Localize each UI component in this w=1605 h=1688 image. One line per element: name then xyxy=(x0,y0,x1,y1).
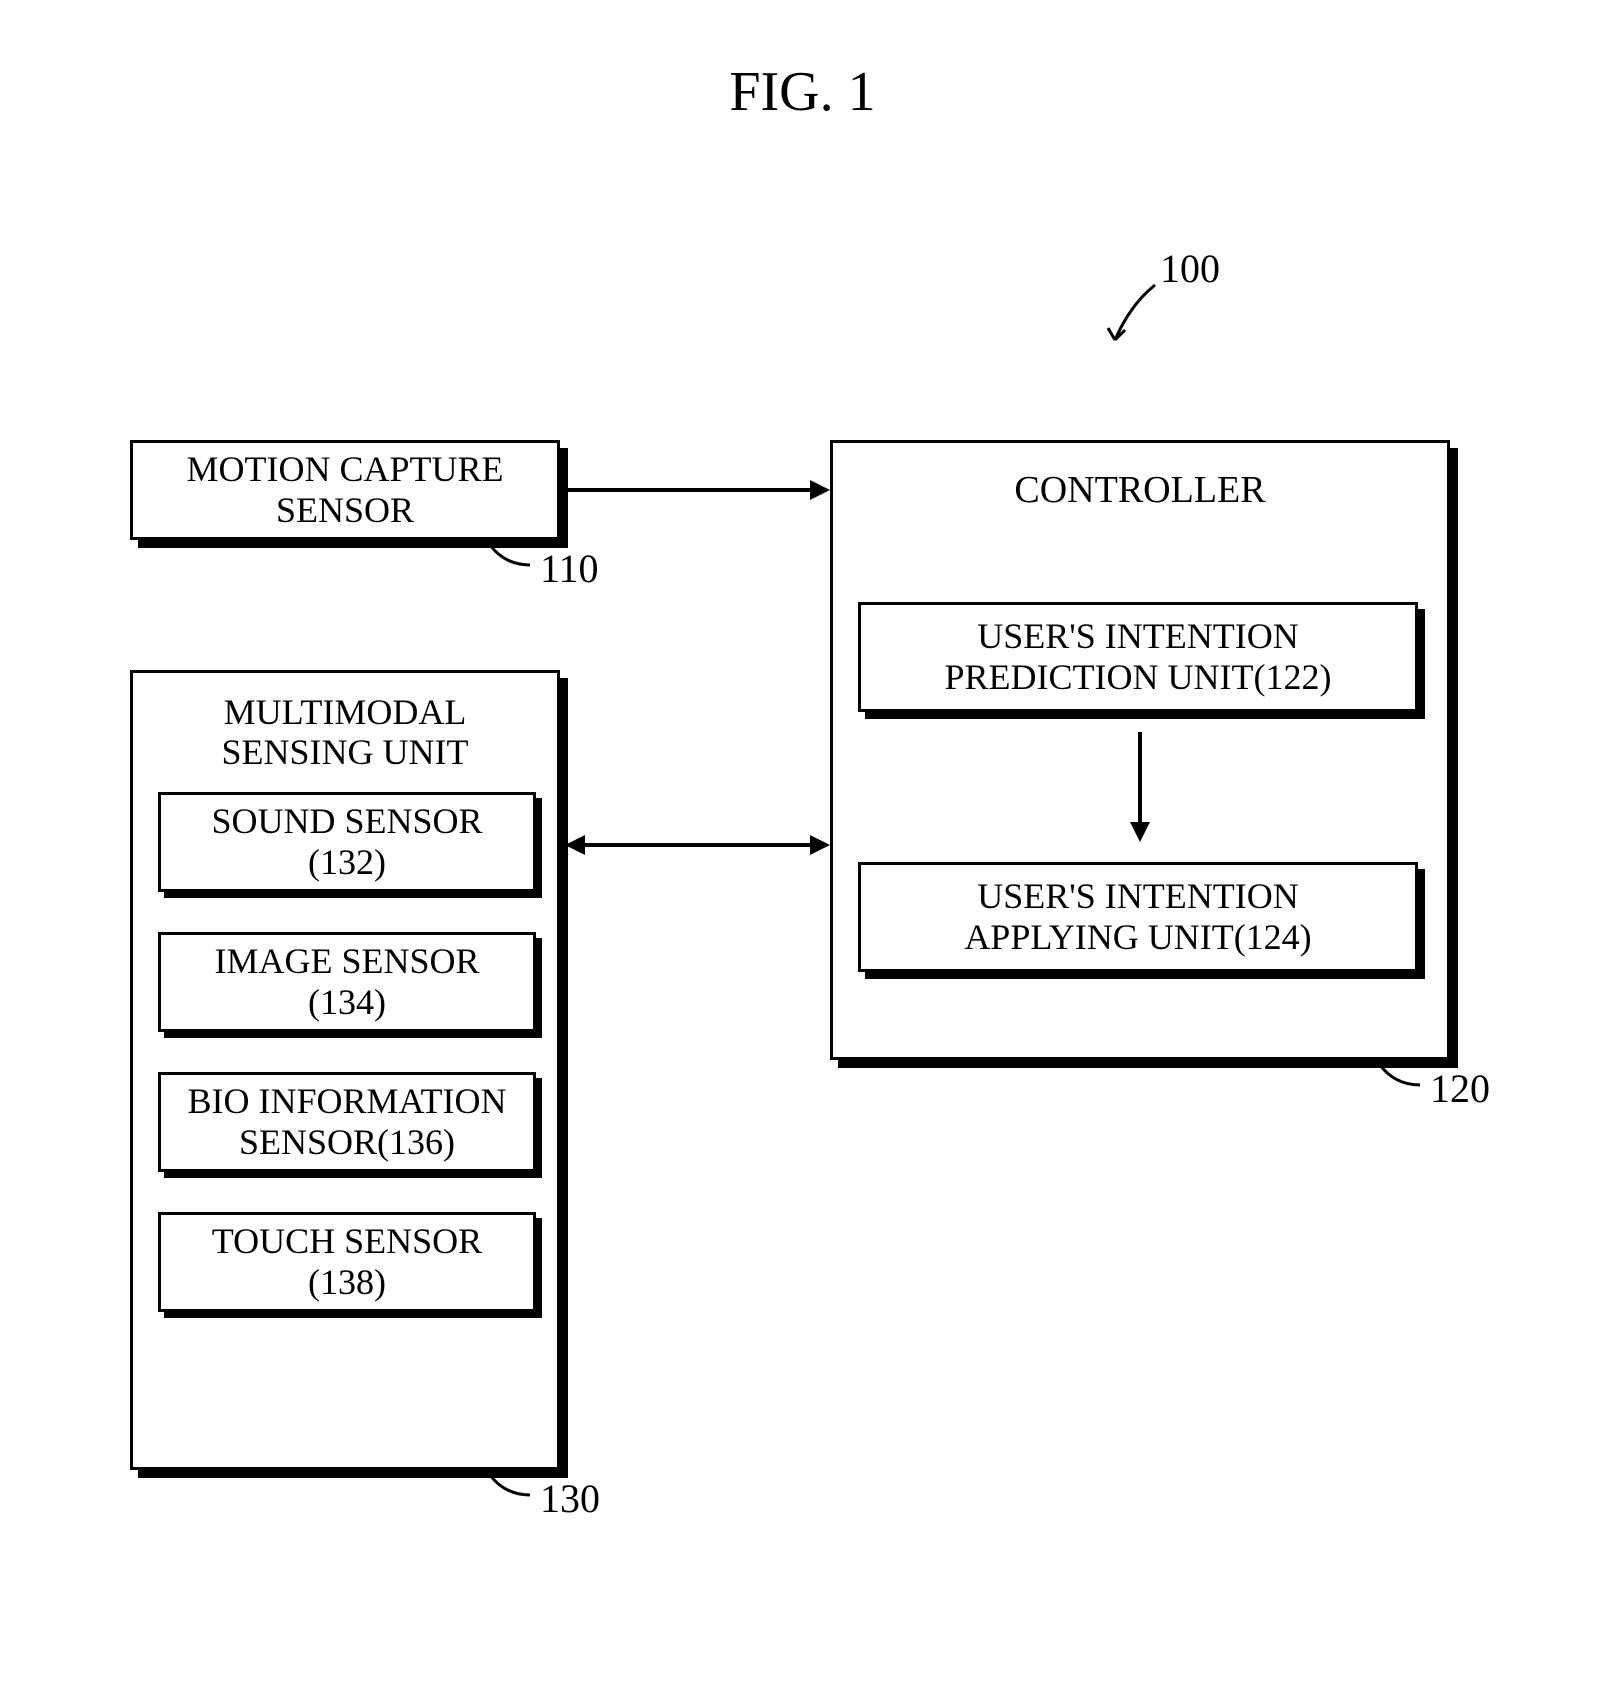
ref-100-leader xyxy=(1100,280,1170,350)
touch-line1: TOUCH SENSOR xyxy=(212,1221,482,1261)
ref-120-tick xyxy=(1375,1060,1435,1100)
ref-130-label: 130 xyxy=(540,1475,600,1522)
prediction-unit-wrap: USER'S INTENTION PREDICTION UNIT(122) xyxy=(858,602,1422,712)
diagram-container: MOTION CAPTURE SENSOR 110 MULTIMODAL SEN… xyxy=(130,440,1480,1540)
image-line2: (134) xyxy=(308,982,386,1022)
touch-sensor-box: TOUCH SENSOR (138) xyxy=(158,1212,536,1312)
arrow-multimodal-controller xyxy=(565,830,830,860)
touch-sensor-wrap: TOUCH SENSOR (138) xyxy=(158,1212,532,1312)
figure-title: FIG. 1 xyxy=(729,60,875,124)
multimodal-sensing-unit-box: MULTIMODAL SENSING UNIT SOUND SENSOR (13… xyxy=(130,670,560,1470)
prediction-line2: PREDICTION UNIT(122) xyxy=(945,657,1332,697)
arrow-motion-to-controller xyxy=(565,475,830,505)
motion-sensor-label: MOTION CAPTURE SENSOR xyxy=(133,449,557,532)
controller-box: CONTROLLER USER'S INTENTION PREDICTION U… xyxy=(830,440,1450,1060)
ref-120-label: 120 xyxy=(1430,1065,1490,1112)
arrow-prediction-to-applying xyxy=(1125,732,1155,842)
bio-line2: SENSOR(136) xyxy=(239,1122,455,1162)
ref-110-label: 110 xyxy=(540,545,599,592)
motion-line2: SENSOR xyxy=(276,490,414,530)
multimodal-title: MULTIMODAL SENSING UNIT xyxy=(158,693,532,772)
sound-sensor-box: SOUND SENSOR (132) xyxy=(158,792,536,892)
applying-line1: USER'S INTENTION xyxy=(977,876,1298,916)
motion-capture-sensor-box: MOTION CAPTURE SENSOR xyxy=(130,440,560,540)
prediction-line1: USER'S INTENTION xyxy=(977,616,1298,656)
multimodal-title-line1: MULTIMODAL xyxy=(224,692,467,732)
bio-sensor-wrap: BIO INFORMATION SENSOR(136) xyxy=(158,1072,532,1172)
image-line1: IMAGE SENSOR xyxy=(214,941,479,981)
controller-title: CONTROLLER xyxy=(858,468,1422,512)
multimodal-title-line2: SENSING UNIT xyxy=(222,732,469,772)
ref-130-tick xyxy=(485,1470,545,1510)
applying-unit-wrap: USER'S INTENTION APPLYING UNIT(124) xyxy=(858,862,1422,972)
touch-line2: (138) xyxy=(308,1262,386,1302)
sound-line1: SOUND SENSOR xyxy=(211,801,482,841)
applying-line2: APPLYING UNIT(124) xyxy=(964,917,1311,957)
prediction-unit-box: USER'S INTENTION PREDICTION UNIT(122) xyxy=(858,602,1418,712)
applying-unit-box: USER'S INTENTION APPLYING UNIT(124) xyxy=(858,862,1418,972)
ref-110-tick xyxy=(485,540,545,580)
sound-line2: (132) xyxy=(308,842,386,882)
image-sensor-wrap: IMAGE SENSOR (134) xyxy=(158,932,532,1032)
sound-sensor-wrap: SOUND SENSOR (132) xyxy=(158,792,532,892)
image-sensor-box: IMAGE SENSOR (134) xyxy=(158,932,536,1032)
bio-line1: BIO INFORMATION xyxy=(187,1081,506,1121)
motion-line1: MOTION CAPTURE xyxy=(186,449,503,489)
bio-sensor-box: BIO INFORMATION SENSOR(136) xyxy=(158,1072,536,1172)
